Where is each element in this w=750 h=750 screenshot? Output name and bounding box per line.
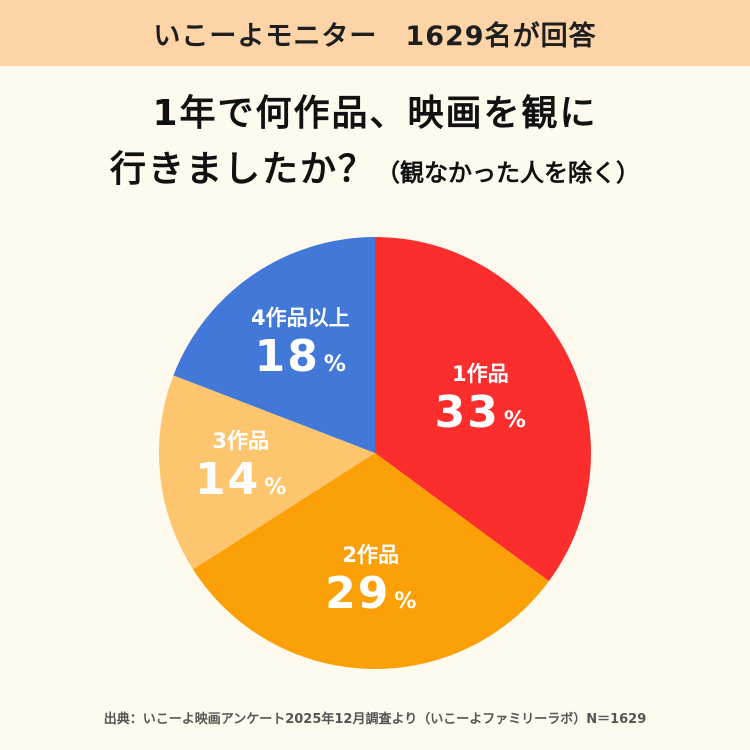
slice-category-label: 1作品 [452, 361, 509, 386]
slice-percent-label: 29% [281, 568, 461, 628]
slice-category-label: 4作品以上 [250, 306, 350, 331]
slice-percent-value: 18 [254, 331, 320, 383]
title-line-1: 1年で何作品、映画を観に [152, 93, 598, 134]
slice-label: 1作品 33% [390, 361, 570, 447]
source-footer: 出典：いこーよ映画アンケート2025年12月調査より（いこーよファミリーラボ）N… [0, 708, 750, 727]
slice-percent-label: 33% [390, 387, 570, 447]
slice-label: 2作品 29% [281, 542, 461, 628]
title-line-2: 行きましたか？（観なかった人を除く） [0, 142, 750, 201]
slice-percent-label: 14% [151, 454, 331, 514]
banner-text: いこーよモニター 1629名が回答 [153, 20, 597, 52]
slice-category-label: 2作品 [342, 542, 400, 567]
pie-slice [192, 453, 549, 670]
slice-percent-label: 18% [210, 331, 390, 391]
slice-label: 4作品以上 18% [210, 305, 390, 391]
title-note: （観なかった人を除く） [376, 159, 640, 187]
slice-percent-value: 33 [434, 386, 500, 438]
slice-percent-unit: % [394, 588, 417, 614]
header-banner: いこーよモニター 1629名が回答 [0, 0, 750, 66]
slice-percent-unit: % [503, 407, 526, 433]
slice-percent-unit: % [323, 352, 346, 378]
slice-percent-value: 14 [195, 453, 261, 505]
pie-slice [375, 237, 592, 582]
title-line-2-text: 行きましたか？ [109, 149, 376, 190]
pie-slice [158, 375, 375, 570]
slice-category-label: 3作品 [212, 428, 269, 453]
slice-percent-unit: % [264, 474, 287, 500]
question-title: 1年で何作品、映画を観に 行きましたか？（観なかった人を除く） [0, 86, 750, 201]
slice-label: 3作品 14% [151, 428, 331, 514]
pie-slice [173, 237, 375, 453]
slice-percent-value: 29 [325, 567, 391, 619]
source-text: 出典：いこーよ映画アンケート2025年12月調査より（いこーよファミリーラボ）N… [103, 712, 647, 727]
